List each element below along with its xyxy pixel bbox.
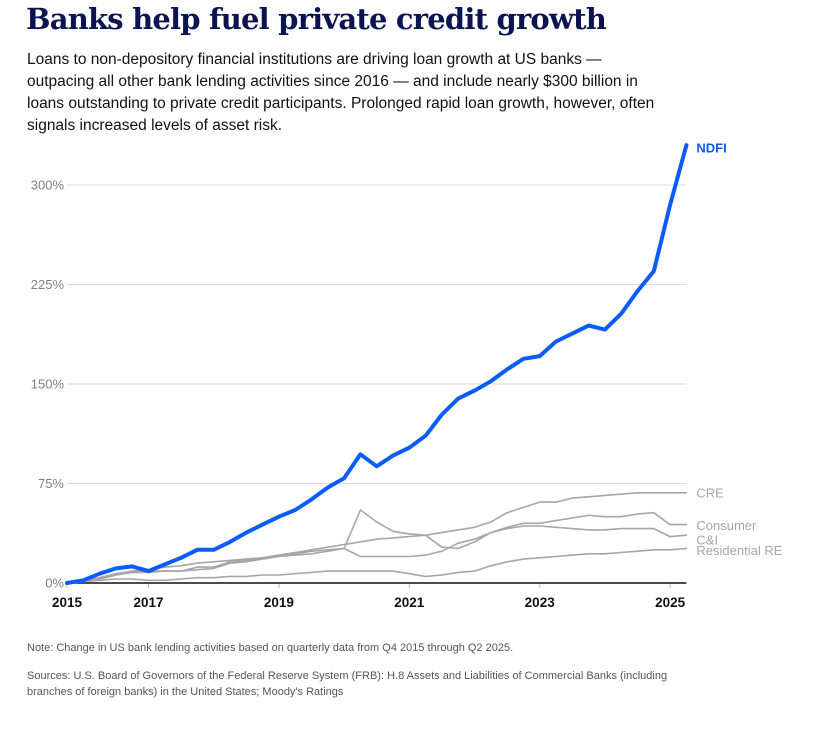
series-line-ndfi <box>65 143 689 585</box>
y-tick-label: 150% <box>31 377 65 392</box>
series-line-c-i <box>66 525 688 584</box>
chart-subtitle: Loans to non-depository financial instit… <box>27 51 655 134</box>
x-tick-label: 2021 <box>394 595 425 610</box>
x-axis: 2015 2017 2019 2021 2023 2025 <box>52 582 687 610</box>
series-label-consumer: Consumer <box>696 518 757 533</box>
x-tick-label: 2015 <box>52 595 83 610</box>
chart-title: Banks help fuel private credit growth <box>26 2 607 36</box>
y-tick-label: 225% <box>31 277 65 292</box>
series-line-consumer <box>66 509 688 584</box>
y-tick-label: 300% <box>31 178 65 193</box>
x-tick-label: 2019 <box>264 595 294 610</box>
x-tick-label: 2025 <box>655 595 686 610</box>
line-chart: 0%75%150%225%300% 2015 2017 2019 2021 2023 20… <box>31 141 783 610</box>
gridlines <box>67 184 687 484</box>
y-tick-label: 75% <box>38 476 64 491</box>
series-lines <box>65 143 689 585</box>
series-label-cre: CRE <box>696 485 724 500</box>
x-tick-label: 2017 <box>133 595 163 610</box>
x-tick-label: 2023 <box>525 595 556 610</box>
series-line-cre <box>66 491 688 584</box>
chart-sources: Sources: U.S. Board of Governors of the … <box>27 670 668 698</box>
y-tick-label: 0% <box>45 576 64 591</box>
series-label-residential-re: Residential RE <box>696 543 782 558</box>
series-label-ndfi: NDFI <box>696 141 726 156</box>
series-label-c-i: C&I <box>696 533 718 548</box>
series-line-residential-re <box>66 547 688 584</box>
y-axis-ticks: 0% 75% 150% 225% 300% <box>31 178 65 591</box>
chart-note: Note: Change in US bank lending activiti… <box>27 642 514 654</box>
